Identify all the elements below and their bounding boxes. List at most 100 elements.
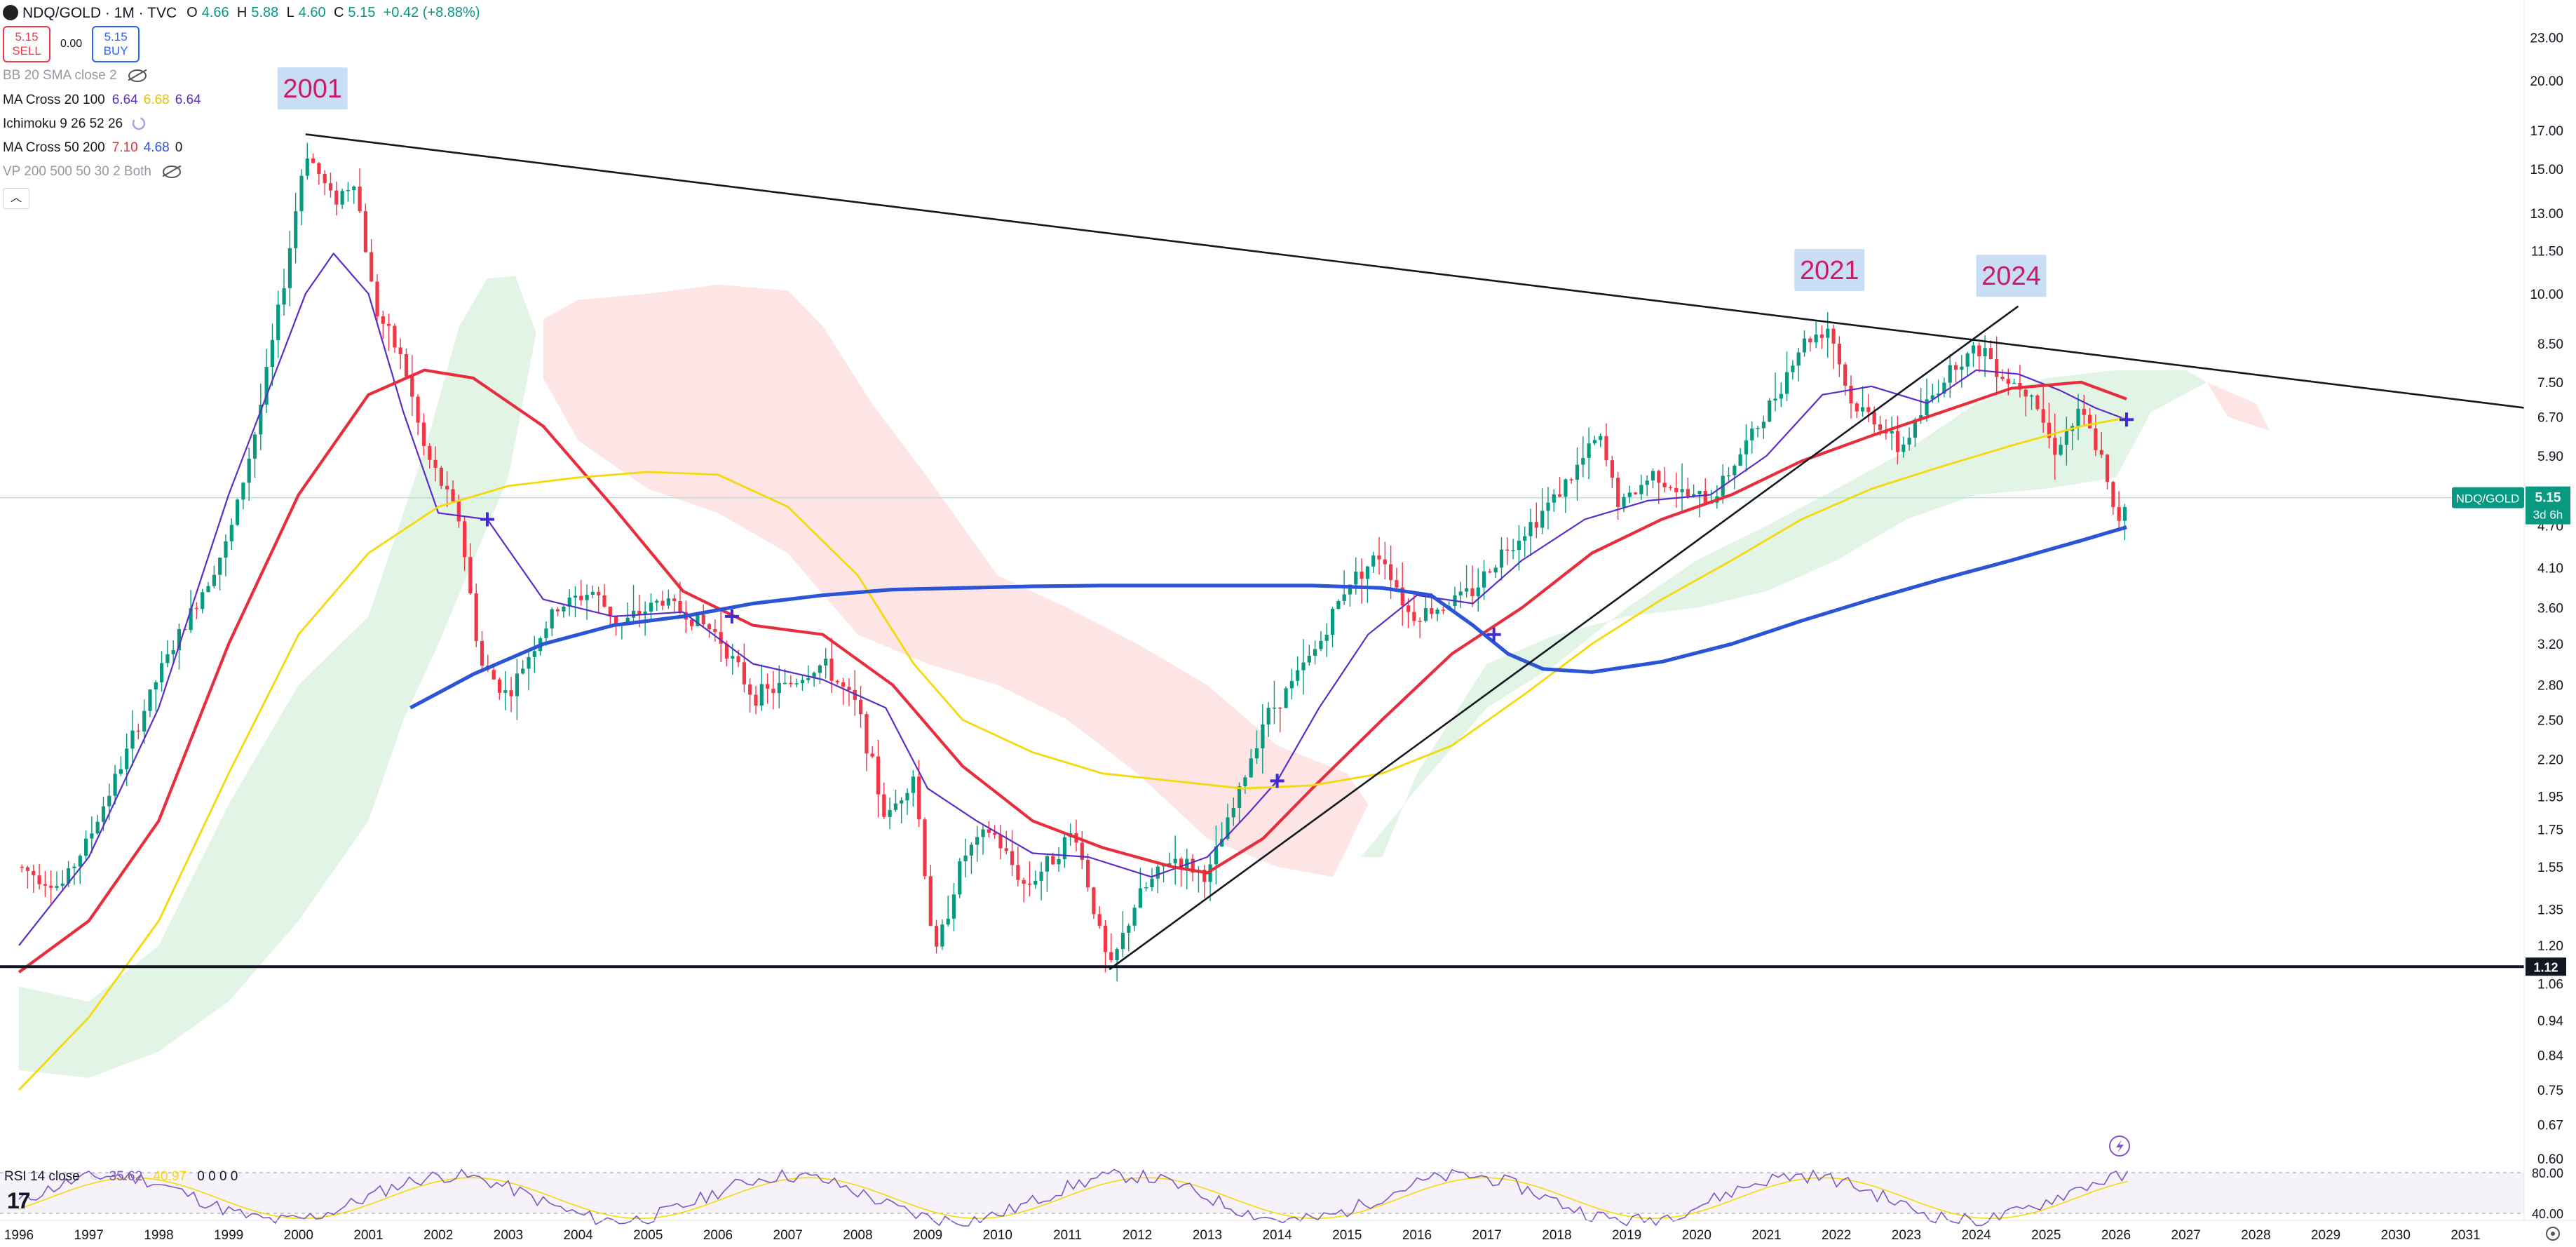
- candle-body: [812, 673, 816, 678]
- indicator-ichimoku-name: Ichimoku 9 26 52 26: [3, 116, 123, 131]
- hidden-eye-icon[interactable]: [163, 165, 181, 178]
- candle-body: [1470, 588, 1475, 597]
- candle-body: [189, 607, 193, 631]
- candle-body: [515, 673, 519, 696]
- ma-line-0: [18, 252, 2127, 946]
- candle-body: [987, 829, 991, 833]
- collapse-legend-button[interactable]: ︿: [3, 188, 29, 209]
- x-tick-label: 2025: [2031, 1228, 2061, 1243]
- candle-body: [573, 595, 578, 598]
- candle-body: [1045, 856, 1049, 872]
- candle-body: [2030, 395, 2034, 397]
- candle-body: [1937, 393, 1941, 396]
- candle-body: [125, 748, 129, 769]
- candle-body: [1336, 600, 1341, 609]
- y-tick-label: 17.00: [2530, 124, 2563, 139]
- candle-body: [1249, 758, 1253, 778]
- candle-body: [1849, 386, 1853, 404]
- trendline-support: [1109, 305, 2019, 971]
- candle-body: [876, 756, 881, 795]
- candle-body: [1476, 587, 1480, 597]
- candle-body: [2111, 482, 2115, 507]
- hidden-eye-icon[interactable]: [128, 69, 147, 82]
- trendline-resistance: [305, 133, 2525, 409]
- price-axis[interactable]: 23.00 20.00 17.00 15.00 13.00 11.50 10.00 8.50 7…: [2526, 32, 2566, 1167]
- rsi-band: [0, 1173, 2524, 1213]
- candle-body: [690, 619, 694, 626]
- candle-body: [1768, 400, 1772, 422]
- x-tick-label: 2031: [2450, 1228, 2480, 1243]
- candle-body: [713, 629, 717, 632]
- candle-body: [433, 459, 438, 468]
- x-tick-label: 2027: [2171, 1228, 2201, 1243]
- candle-body: [252, 434, 257, 459]
- candle-body: [1296, 670, 1300, 681]
- candle-body: [1558, 494, 1562, 497]
- candle-body: [1575, 464, 1580, 480]
- indicator-bb[interactable]: BB 20 SMA close 2: [3, 63, 484, 88]
- symbol-title[interactable]: NDQ/GOLD · 1M · TVC: [22, 4, 177, 21]
- tradingview-logo-icon[interactable]: 17: [7, 1188, 31, 1213]
- cross-marker: [480, 512, 494, 527]
- candle-body: [544, 628, 548, 638]
- candle-body: [742, 662, 746, 685]
- sell-button[interactable]: 5.15 SELL: [3, 26, 50, 62]
- candle-body: [567, 598, 571, 607]
- candle-body: [625, 617, 630, 624]
- buy-button[interactable]: 5.15 BUY: [92, 26, 140, 62]
- candle-body: [1657, 471, 1661, 483]
- candle-body: [1796, 352, 1801, 366]
- high-value: 5.88: [251, 5, 279, 20]
- candle-body: [1925, 399, 1929, 415]
- candle-body: [1289, 680, 1294, 689]
- candle-body: [946, 918, 950, 925]
- candle-body: [1138, 888, 1142, 908]
- candle-body: [1761, 422, 1765, 429]
- candle-body: [60, 883, 65, 887]
- candle-body: [1977, 345, 1981, 356]
- candle-body: [1785, 372, 1789, 394]
- x-tick-label: 2022: [1822, 1228, 1851, 1243]
- x-tick-label: 2008: [843, 1228, 872, 1243]
- indicator-ichimoku[interactable]: Ichimoku 9 26 52 26: [3, 112, 484, 135]
- candle-body: [835, 680, 839, 682]
- indicator-vp[interactable]: VP 200 500 50 30 2 Both: [3, 159, 484, 184]
- ma50-value: 7.10: [111, 140, 138, 155]
- indicator-ma-cross-50-200[interactable]: MA Cross 50 200 7.10 4.68 0: [3, 135, 484, 159]
- candle-body: [218, 558, 222, 575]
- spread-value: 0.00: [60, 38, 83, 50]
- candle-body: [614, 616, 618, 624]
- candle-body: [1581, 458, 1585, 465]
- candle-body: [294, 211, 298, 248]
- x-tick-label: 2013: [1193, 1228, 1222, 1243]
- candle-body: [1272, 707, 1277, 709]
- candle-body: [1430, 608, 1434, 614]
- candle-body: [800, 680, 805, 684]
- candle-body: [975, 837, 979, 845]
- candle-body: [404, 354, 409, 377]
- candle-body: [474, 593, 478, 641]
- candle-body: [1266, 708, 1270, 724]
- candle-body: [893, 803, 897, 810]
- candle-body: [1465, 588, 1469, 592]
- candle-body: [998, 835, 1003, 849]
- candle-body: [1650, 471, 1655, 481]
- rsi-level-label: 40.00: [2532, 1207, 2563, 1221]
- rsi-name[interactable]: RSI 14 close: [4, 1169, 80, 1184]
- candle-body: [20, 866, 24, 868]
- hline-value-text: 1.12: [2533, 960, 2558, 974]
- candle-body: [2122, 506, 2127, 521]
- cloud-red-0: [543, 284, 1369, 877]
- candle-body: [917, 776, 921, 820]
- candle-body: [1086, 860, 1090, 888]
- cloud-red-1: [2206, 382, 2270, 431]
- candle-body: [1120, 933, 1125, 950]
- indicator-ma-cross-20-100[interactable]: MA Cross 20 100 6.64 6.68 6.64: [3, 88, 484, 112]
- candle-body: [1733, 465, 1737, 476]
- candle-body: [206, 586, 210, 593]
- open-label: O: [187, 5, 198, 20]
- candle-body: [55, 886, 59, 888]
- candle-body: [731, 656, 735, 659]
